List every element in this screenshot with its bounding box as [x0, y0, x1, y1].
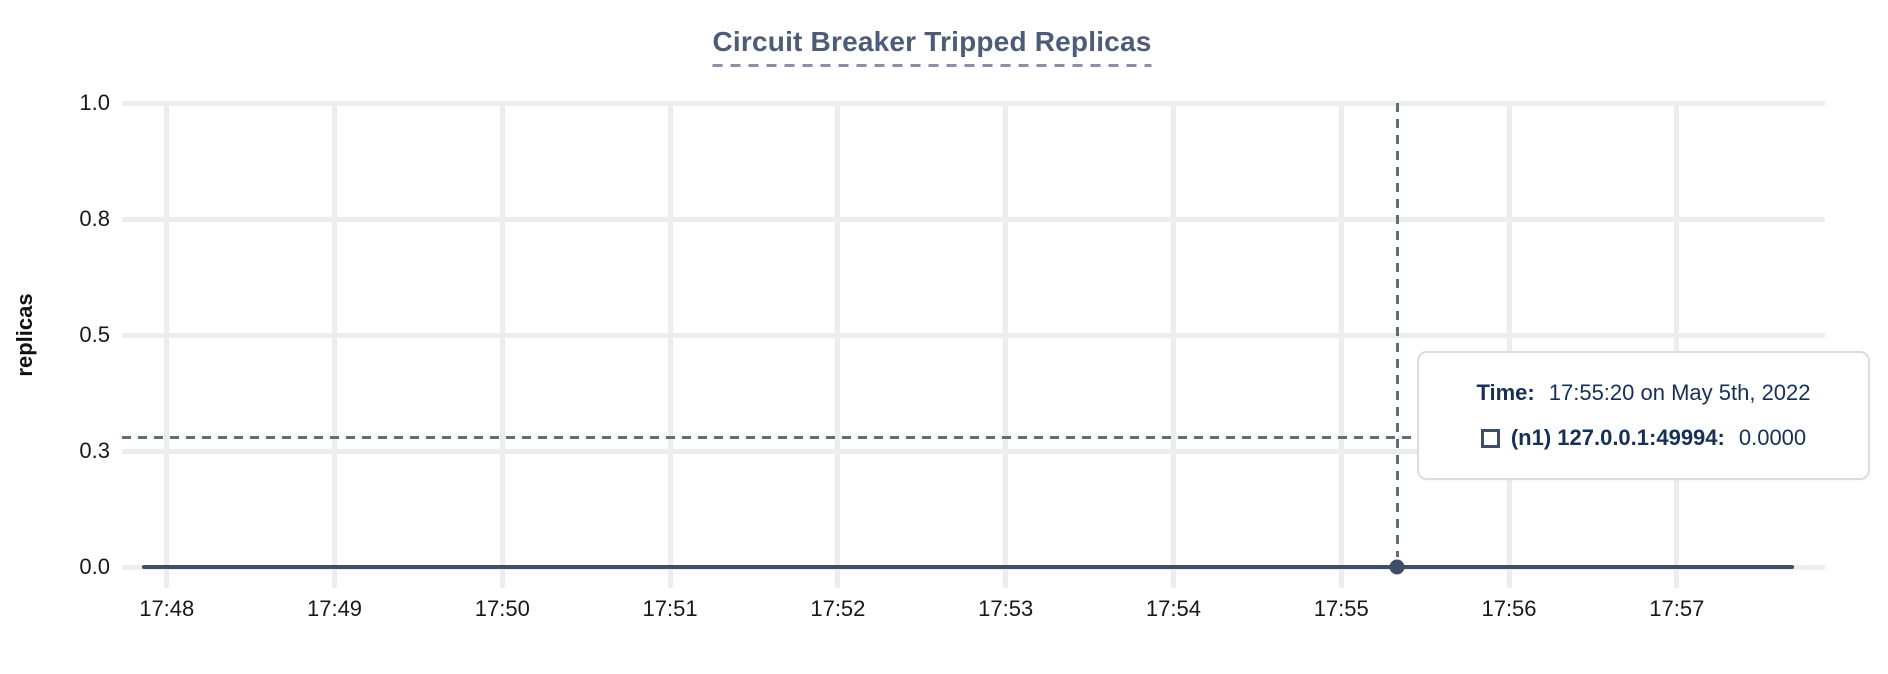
y-tick-label: 0.3 [79, 438, 110, 463]
hover-tooltip: Time: 17:55:20 on May 5th, 2022 (n1) 127… [1417, 351, 1870, 480]
gridline-vertical [499, 103, 505, 588]
gridline-vertical [1506, 103, 1512, 588]
gridline-horizontal [122, 332, 1825, 338]
gridline-vertical [1674, 103, 1680, 588]
y-tick-label: 0.5 [79, 322, 110, 347]
y-tick-label: 0.0 [79, 554, 110, 579]
x-tick-label: 17:51 [642, 596, 698, 621]
x-tick-label: 17:53 [978, 596, 1034, 621]
x-tick-label: 17:57 [1649, 596, 1705, 621]
x-tick-label: 17:55 [1313, 596, 1369, 621]
tooltip-time-label: Time: [1476, 380, 1535, 405]
x-tick-label: 17:49 [306, 596, 363, 621]
title-dashed-underline [712, 64, 1152, 67]
tooltip-series-label: (n1) 127.0.0.1:49994: [1510, 425, 1725, 450]
x-tick-label: 17:52 [810, 596, 866, 621]
x-tick-label: 17:56 [1481, 596, 1537, 621]
gridline-vertical [164, 103, 170, 588]
x-tick-label: 17:54 [1145, 596, 1201, 621]
gridline-vertical [835, 103, 841, 588]
x-tick-label: 17:48 [139, 596, 195, 621]
gridline-vertical [1170, 103, 1176, 588]
series-line [141, 565, 1795, 569]
gridline-horizontal [122, 216, 1825, 222]
gridline-horizontal [122, 448, 1825, 454]
gridline-vertical [667, 103, 673, 588]
crosshair-vertical-line [1395, 103, 1399, 557]
tooltip-series-row: (n1) 127.0.0.1:49994: 0.0000 [1480, 425, 1807, 451]
gridline-horizontal [122, 100, 1825, 106]
x-tick-label: 17:50 [474, 596, 530, 621]
gridline-vertical [1338, 103, 1344, 588]
y-tick-label: 1.0 [79, 90, 110, 115]
series-swatch-icon [1480, 428, 1500, 448]
chart-title-wrap: Circuit Breaker Tripped Replicas [712, 26, 1152, 67]
tooltip-time-row: Time: 17:55:20 on May 5th, 2022 [1476, 380, 1810, 406]
tooltip-series-value: 0.0000 [1738, 425, 1807, 450]
chart-title[interactable]: Circuit Breaker Tripped Replicas [712, 26, 1152, 57]
hovered-point-marker [1389, 559, 1405, 575]
gridline-vertical [1003, 103, 1009, 588]
crosshair-horizontal-line [122, 435, 1825, 439]
gridline-vertical [332, 103, 338, 588]
y-tick-label: 0.8 [79, 206, 110, 231]
tooltip-time-value: 17:55:20 on May 5th, 2022 [1548, 380, 1811, 405]
